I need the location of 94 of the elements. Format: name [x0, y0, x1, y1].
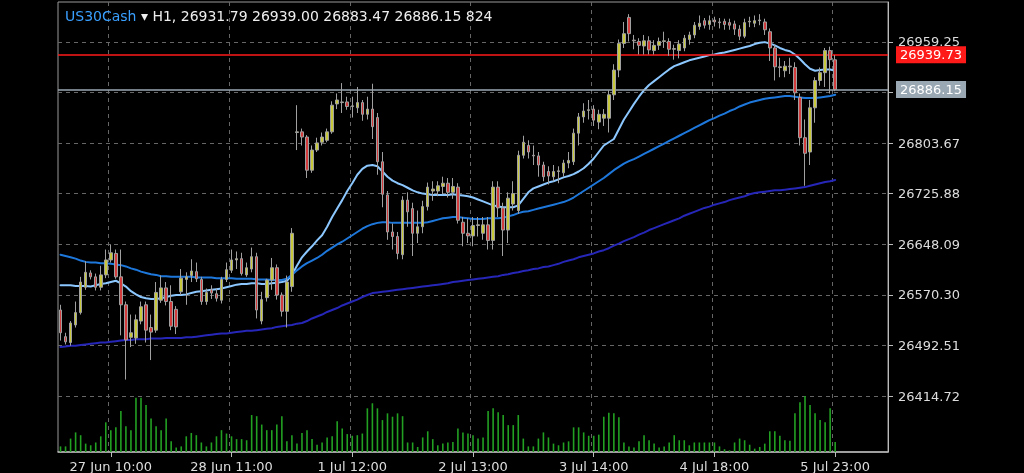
candlestick — [391, 223, 394, 251]
candlestick — [743, 18, 746, 39]
candlestick — [522, 135, 525, 159]
candlestick — [84, 260, 87, 291]
candlestick — [562, 159, 565, 178]
candlestick — [386, 190, 389, 241]
candlestick — [361, 99, 364, 122]
candlestick — [185, 271, 188, 306]
candlestick — [763, 18, 767, 36]
candlestick — [693, 21, 696, 39]
line-series — [59, 178, 837, 349]
candlestick — [683, 34, 686, 52]
candlestick — [552, 164, 555, 182]
candlestick — [200, 276, 203, 306]
candlestick — [366, 96, 369, 120]
x-tick-label: 3 Jul 14:00 — [558, 459, 629, 473]
candlestick — [532, 145, 535, 166]
candlestick — [703, 17, 706, 29]
y-tick-label: 26492.51 — [898, 337, 961, 353]
candlestick — [401, 195, 404, 260]
candlestick — [411, 202, 414, 257]
candlestick — [753, 14, 756, 28]
candlestick — [632, 34, 636, 50]
x-tick-label: 5 Jul 23:00 — [800, 459, 871, 473]
candlestick — [577, 112, 580, 146]
candlestick — [64, 332, 67, 345]
candlestick — [733, 20, 736, 36]
candlestick — [426, 182, 429, 212]
candlestick — [74, 301, 77, 329]
candlestick — [547, 165, 550, 186]
candlestick — [537, 151, 540, 178]
candlestick — [718, 17, 721, 29]
x-tick-label: 2 Jul 13:00 — [438, 459, 508, 473]
candlestick — [69, 320, 72, 347]
candlestick — [708, 14, 711, 31]
candlestick — [255, 252, 258, 319]
candlestick — [793, 61, 797, 101]
ref-line-label: 26939.73 — [900, 47, 963, 63]
y-tick-label: 26570.30 — [898, 287, 961, 303]
candlestick — [748, 16, 751, 28]
candlestick — [210, 284, 213, 300]
x-tick-label: 1 Jul 12:00 — [317, 459, 388, 473]
candlestick — [371, 83, 374, 140]
y-tick-label: 26803.67 — [898, 135, 961, 151]
candlestick — [260, 291, 263, 325]
candlestick — [205, 288, 208, 306]
candlestick — [235, 250, 238, 270]
candlestick — [527, 139, 530, 159]
candlestick — [250, 247, 253, 273]
candlestick — [94, 273, 97, 291]
candlestick — [416, 210, 419, 244]
candlestick — [190, 258, 193, 283]
candlestick — [723, 18, 726, 31]
ref-line-label: 26886.15 — [900, 81, 963, 97]
candlestick — [758, 13, 761, 26]
candlestick — [240, 252, 243, 277]
x-tick-label: 4 Jul 18:00 — [679, 459, 750, 473]
candlestick — [713, 16, 716, 28]
candlestick — [421, 200, 424, 234]
y-tick-label: 26414.72 — [898, 388, 961, 404]
candlestick — [225, 262, 228, 283]
candlestick — [572, 128, 575, 166]
candlestick — [356, 86, 359, 114]
candlestick — [245, 262, 248, 278]
candlestick — [396, 231, 399, 260]
candlestick — [587, 99, 590, 120]
candlestick — [592, 104, 595, 127]
candlestick — [179, 268, 183, 296]
candlestick — [230, 249, 233, 274]
candlestick — [79, 276, 82, 316]
candlestick — [582, 102, 585, 124]
candlestick — [698, 14, 701, 31]
candlestick — [351, 96, 354, 119]
candlestick — [220, 276, 223, 304]
candlestick — [195, 262, 198, 283]
x-tick-label: 28 Jun 11:00 — [190, 459, 273, 473]
y-tick-label: 26725.88 — [898, 186, 961, 202]
chart-title: US30Cash ▾ H1, 26931.79 26939.00 26883.47 26886.15 824 — [65, 8, 493, 24]
line-series — [59, 93, 837, 282]
candlestick — [381, 151, 384, 208]
candlestick — [517, 150, 520, 215]
candlestick — [557, 165, 560, 184]
candlestick — [567, 151, 570, 169]
candlestick — [688, 31, 691, 46]
y-tick-label: 26648.09 — [898, 236, 961, 252]
candlestick — [215, 288, 218, 303]
candlestick — [376, 112, 379, 176]
candlestick — [728, 18, 731, 31]
candlestick — [89, 269, 92, 280]
candlestick — [542, 161, 545, 182]
candlestick — [406, 191, 409, 228]
candlestick — [738, 24, 741, 41]
x-tick-label: 27 Jun 10:00 — [69, 459, 153, 473]
y-tick-label: 26959.25 — [898, 34, 961, 50]
